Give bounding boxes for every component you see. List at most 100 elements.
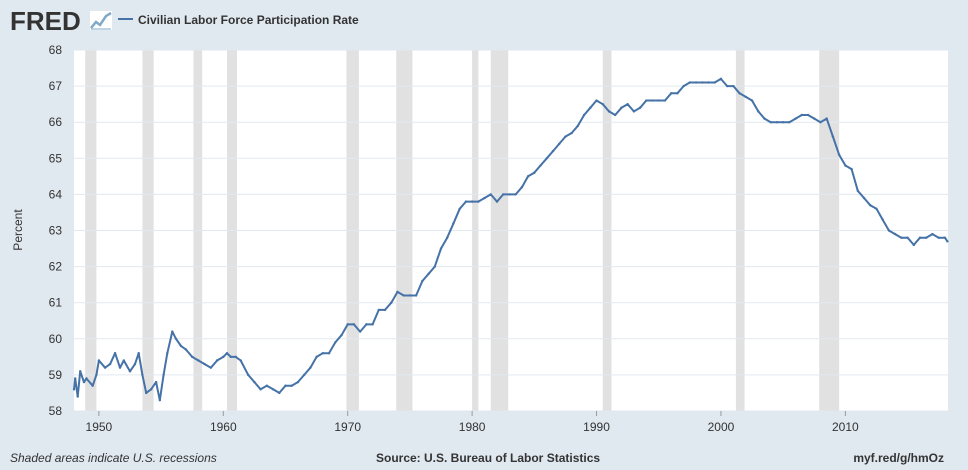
data-point[interactable] — [137, 352, 140, 355]
data-point[interactable] — [881, 218, 884, 221]
data-point[interactable] — [427, 272, 430, 276]
data-point[interactable] — [489, 193, 492, 196]
data-point[interactable] — [184, 348, 188, 351]
data-point[interactable] — [893, 232, 897, 236]
data-point[interactable] — [470, 200, 474, 203]
data-point[interactable] — [651, 99, 654, 102]
data-point[interactable] — [539, 164, 542, 167]
data-point[interactable] — [239, 359, 242, 362]
short-url-link[interactable]: myf.red/g/hmOz — [853, 451, 944, 465]
data-point[interactable] — [564, 135, 567, 138]
data-point[interactable] — [371, 323, 374, 326]
data-point[interactable] — [309, 366, 312, 369]
data-point[interactable] — [676, 92, 679, 95]
data-point[interactable] — [589, 106, 592, 109]
data-point[interactable] — [402, 294, 405, 297]
data-point[interactable] — [171, 330, 174, 333]
data-point[interactable] — [725, 84, 729, 88]
data-point[interactable] — [327, 352, 331, 355]
data-point[interactable] — [713, 81, 716, 84]
data-point[interactable] — [788, 121, 791, 124]
data-point[interactable] — [850, 167, 853, 171]
data-point[interactable] — [174, 337, 178, 340]
data-point[interactable] — [688, 81, 692, 84]
data-point[interactable] — [113, 352, 117, 355]
data-point[interactable] — [719, 77, 723, 81]
data-point[interactable] — [128, 370, 132, 373]
data-point[interactable] — [844, 164, 847, 167]
data-point[interactable] — [946, 240, 949, 243]
data-point[interactable] — [769, 121, 772, 124]
data-point[interactable] — [179, 344, 183, 348]
data-point[interactable] — [158, 398, 162, 402]
data-point[interactable] — [558, 142, 561, 146]
data-point[interactable] — [278, 391, 281, 395]
data-point[interactable] — [209, 366, 213, 369]
data-point[interactable] — [477, 200, 480, 203]
data-point[interactable] — [657, 99, 660, 102]
data-point[interactable] — [346, 323, 349, 326]
data-point[interactable] — [144, 391, 148, 395]
data-point[interactable] — [545, 157, 548, 160]
data-point[interactable] — [133, 362, 137, 366]
data-point[interactable] — [458, 207, 461, 211]
data-point[interactable] — [925, 236, 928, 239]
data-point[interactable] — [162, 373, 165, 377]
data-point[interactable] — [900, 236, 903, 239]
data-point[interactable] — [225, 352, 229, 355]
data-point[interactable] — [253, 380, 256, 384]
data-point[interactable] — [533, 171, 536, 174]
data-point[interactable] — [937, 236, 940, 239]
data-point[interactable] — [76, 395, 79, 398]
data-point[interactable] — [931, 232, 934, 236]
data-point[interactable] — [446, 236, 449, 239]
data-point[interactable] — [520, 185, 524, 189]
data-point[interactable] — [85, 377, 88, 380]
data-point[interactable] — [502, 193, 505, 196]
data-point[interactable] — [108, 362, 112, 366]
data-point[interactable] — [79, 370, 82, 373]
data-point[interactable] — [433, 265, 436, 268]
data-point[interactable] — [414, 294, 418, 297]
data-point[interactable] — [757, 110, 760, 113]
data-point[interactable] — [645, 99, 648, 102]
data-point[interactable] — [229, 355, 232, 359]
data-point[interactable] — [103, 366, 107, 369]
data-point[interactable] — [271, 388, 275, 391]
data-point[interactable] — [408, 294, 412, 297]
data-point[interactable] — [825, 117, 828, 120]
data-point[interactable] — [296, 380, 300, 384]
data-point[interactable] — [95, 373, 98, 377]
data-point[interactable] — [806, 113, 810, 117]
data-point[interactable] — [856, 189, 860, 192]
data-point[interactable] — [613, 113, 617, 117]
data-point[interactable] — [601, 102, 604, 106]
data-point[interactable] — [682, 84, 685, 88]
data-point[interactable] — [862, 196, 866, 200]
data-point[interactable] — [744, 95, 748, 99]
data-point[interactable] — [887, 229, 891, 232]
data-point[interactable] — [396, 290, 399, 294]
data-point[interactable] — [869, 204, 872, 207]
data-point[interactable] — [377, 308, 381, 312]
data-point[interactable] — [837, 153, 841, 156]
data-point[interactable] — [222, 355, 225, 359]
data-point[interactable] — [508, 193, 511, 196]
data-point[interactable] — [800, 113, 804, 117]
data-point[interactable] — [626, 102, 629, 106]
data-point[interactable] — [197, 359, 200, 362]
data-point[interactable] — [551, 149, 555, 153]
data-point[interactable] — [190, 355, 194, 359]
data-point[interactable] — [452, 222, 455, 225]
data-point[interactable] — [390, 301, 393, 304]
data-point[interactable] — [265, 384, 269, 387]
data-point[interactable] — [82, 380, 86, 384]
data-point[interactable] — [97, 359, 101, 362]
data-point[interactable] — [464, 200, 468, 203]
data-point[interactable] — [663, 99, 667, 102]
data-point[interactable] — [154, 380, 158, 384]
data-point[interactable] — [352, 323, 356, 326]
data-point[interactable] — [122, 359, 125, 362]
data-point[interactable] — [906, 236, 909, 239]
data-point[interactable] — [819, 121, 822, 124]
